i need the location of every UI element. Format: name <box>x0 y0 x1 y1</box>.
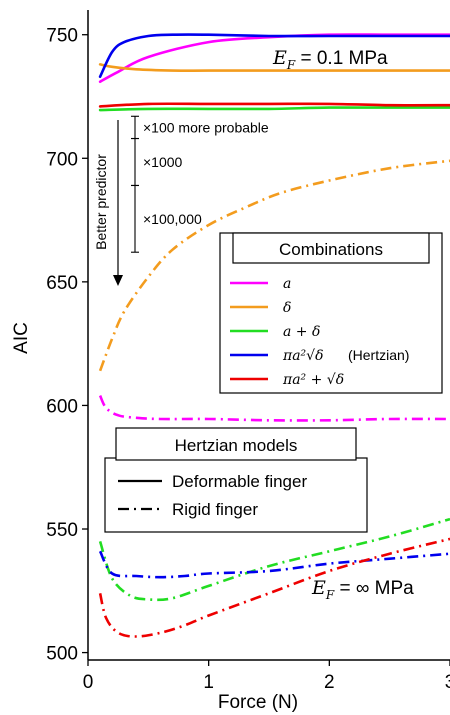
legend-suffix: (Hertzian) <box>348 347 409 363</box>
bracket-label: ×100,000 <box>143 211 202 227</box>
series-curves <box>98 33 450 638</box>
probability-bracket: ×100 more probable <box>131 115 269 140</box>
better-predictor-arrowhead <box>113 275 123 286</box>
x-tick-label: 0 <box>83 672 94 693</box>
legend-label: δ <box>283 300 291 316</box>
legend-label: πa² + √δ <box>282 372 344 388</box>
probability-bracket: ×1000 <box>131 137 183 187</box>
legend-model-label: Rigid finger <box>172 500 258 519</box>
x-tick-label: 1 <box>203 672 214 693</box>
y-ticks: 500 550 600 650 700 750 <box>46 26 88 665</box>
bracket-label: ×1000 <box>143 154 183 170</box>
legend-model-entry-dashdot: Rigid finger <box>118 500 258 519</box>
annotation-ef-bottom: EF = ∞ MPa <box>311 577 414 602</box>
legend-models-title: Hertzian models <box>175 436 298 455</box>
legend-combinations-title: Combinations <box>279 240 383 259</box>
legend-entry-pi_a2_plus_sqrt_delta: πa² + √δ <box>230 372 344 388</box>
x-ticks: 0 1 2 3 <box>83 660 450 693</box>
series-a-dashdot <box>98 395 450 422</box>
series-a_plus_delta-solid <box>98 106 450 112</box>
legend-entry-a_plus_delta: a + δ <box>230 324 320 340</box>
series-delta-dashdot <box>98 159 450 372</box>
y-tick-label: 600 <box>46 396 78 417</box>
legend-model-label: Deformable finger <box>172 472 307 491</box>
y-tick-label: 750 <box>46 26 78 47</box>
y-tick-label: 550 <box>46 520 78 541</box>
legend-entry-delta: δ <box>230 300 291 316</box>
probability-brackets: ×100 more probable ×1000 ×100,000 <box>131 115 269 253</box>
legend-models-entries: Deformable finger Rigid finger <box>118 472 307 519</box>
legend-entry-hertzian: πa²√δ (Hertzian) <box>230 347 409 364</box>
series-a_plus_delta-dashdot <box>98 517 450 602</box>
x-tick-label: 3 <box>445 672 450 693</box>
series-hertzian-dashdot <box>98 550 450 579</box>
legend-label: a + δ <box>283 324 320 340</box>
legend-models: Hertzian models Deformable finger Rigid f… <box>104 427 368 533</box>
x-axis-label: Force (N) <box>218 692 298 713</box>
y-tick-label: 500 <box>46 644 78 665</box>
legend-model-entry-solid: Deformable finger <box>118 472 307 491</box>
legend-label: a <box>283 276 291 292</box>
series-hertzian-solid <box>98 33 450 78</box>
legend-combinations-title-box <box>232 232 430 264</box>
x-tick-label: 2 <box>324 672 335 693</box>
series-delta-solid <box>98 63 450 72</box>
better-predictor-label: Better predictor <box>93 154 109 250</box>
y-tick-label: 700 <box>46 149 78 170</box>
legend-models-title-box <box>115 427 357 461</box>
probability-bracket: ×100,000 <box>131 184 202 253</box>
y-axis-label: AIC <box>11 322 32 354</box>
series-pi_a2_plus_sqrt_delta-solid <box>98 102 450 108</box>
bracket-label: ×100 more probable <box>143 119 269 135</box>
legend-combinations-entries: aδ a + δ πa²√δ (Hertzian)πa² + √δ <box>230 276 409 388</box>
predictor-annotations: Better predictor ×100 more probable ×1000… <box>93 115 269 286</box>
series-a-solid <box>98 33 450 83</box>
legend-models-box <box>104 457 368 533</box>
annotation-ef-top: EF = 0.1 MPa <box>272 47 388 72</box>
y-tick-label: 650 <box>46 273 78 294</box>
legend-label: πa²√δ <box>282 348 324 364</box>
legend-combinations: Combinations aδ a + δ πa²√δ (Hertzian)πa² +… <box>219 232 443 394</box>
legend-entry-a: a <box>230 276 291 292</box>
series-pi_a2_plus_sqrt_delta-dashdot <box>98 537 450 638</box>
